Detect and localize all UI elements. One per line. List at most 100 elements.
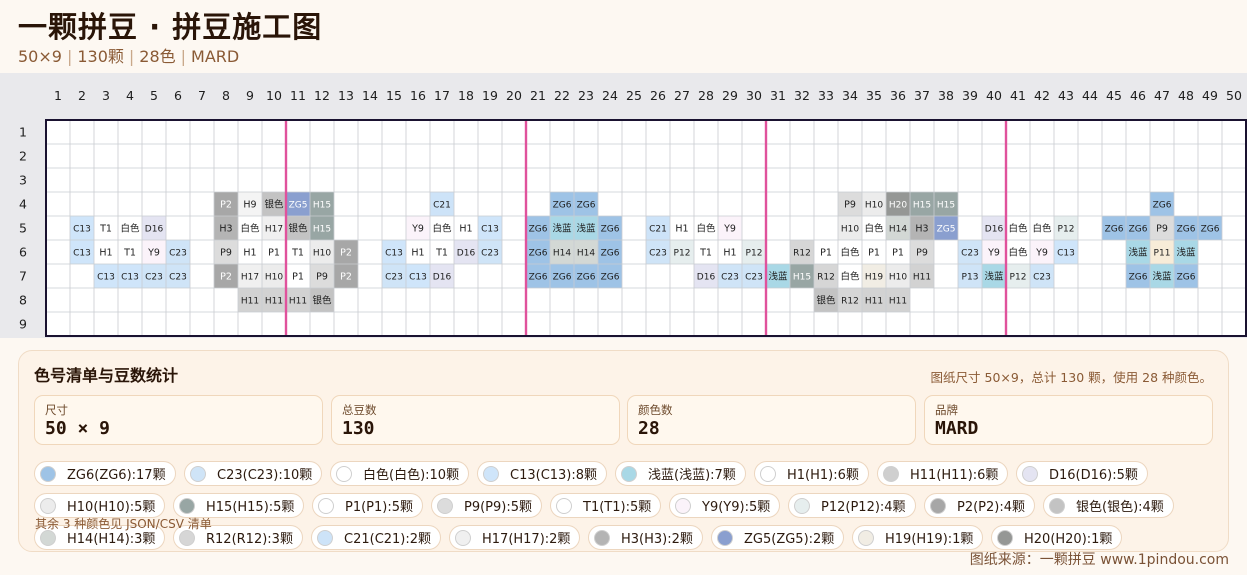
color-chip[interactable]: R12(R12):3颗 — [173, 525, 303, 550]
bead-cell[interactable]: H14 — [574, 240, 598, 264]
color-chip[interactable]: ZG6(ZG6):17颗 — [34, 461, 176, 486]
bead-cell[interactable]: H14 — [886, 216, 910, 240]
bead-cell[interactable]: H14 — [550, 240, 574, 264]
bead-cell[interactable]: H1 — [454, 216, 478, 240]
bead-cell[interactable]: 白色 — [118, 216, 142, 240]
bead-cell[interactable]: H15 — [910, 192, 934, 216]
pattern-source[interactable]: 图纸来源：一颗拼豆 www.1pindou.com — [969, 552, 1229, 568]
bead-cell[interactable]: ZG6 — [1174, 264, 1198, 288]
bead-cell[interactable]: 白色 — [862, 216, 886, 240]
bead-cell[interactable]: H1 — [406, 240, 430, 264]
bead-cell[interactable]: H9 — [238, 192, 262, 216]
bead-cell[interactable]: H1 — [670, 216, 694, 240]
bead-cell[interactable]: 白色 — [1006, 240, 1030, 264]
bead-cell[interactable]: P12 — [1054, 216, 1078, 240]
bead-cell[interactable]: 白色 — [430, 216, 454, 240]
bead-cell[interactable]: ZG6 — [550, 192, 574, 216]
bead-cell[interactable]: H10 — [886, 264, 910, 288]
color-chip[interactable]: P12(P12):4颗 — [788, 493, 916, 518]
bead-cell[interactable]: D16 — [142, 216, 166, 240]
bead-cell[interactable]: ZG6 — [1126, 264, 1150, 288]
bead-cell[interactable]: P1 — [886, 240, 910, 264]
bead-cell[interactable]: H17 — [238, 264, 262, 288]
color-chip[interactable]: Y9(Y9):5颗 — [669, 493, 781, 518]
bead-cell[interactable]: Y9 — [142, 240, 166, 264]
color-chip[interactable]: H1(H1):6颗 — [754, 461, 869, 486]
bead-cell[interactable]: ZG6 — [526, 216, 550, 240]
bead-cell[interactable]: C23 — [1030, 264, 1054, 288]
bead-cell[interactable]: P9 — [214, 240, 238, 264]
bead-cell[interactable]: P2 — [334, 264, 358, 288]
bead-cell[interactable]: H15 — [310, 192, 334, 216]
bead-cell[interactable]: ZG6 — [574, 264, 598, 288]
bead-cell[interactable]: C21 — [646, 216, 670, 240]
color-chip[interactable]: H20(H20):1颗 — [991, 525, 1123, 550]
color-chip[interactable]: H11(H11):6颗 — [877, 461, 1009, 486]
bead-cell[interactable]: H3 — [910, 216, 934, 240]
bead-cell[interactable]: ZG6 — [526, 240, 550, 264]
bead-cell[interactable]: 浅蓝 — [1150, 264, 1174, 288]
bead-cell[interactable]: 银色 — [310, 288, 334, 312]
bead-cell[interactable]: H10 — [838, 216, 862, 240]
bead-cell[interactable]: ZG6 — [598, 264, 622, 288]
bead-cell[interactable]: P2 — [214, 192, 238, 216]
bead-cell[interactable]: ZG6 — [574, 192, 598, 216]
bead-cell[interactable]: T1 — [118, 240, 142, 264]
bead-cell[interactable]: H10 — [262, 264, 286, 288]
bead-cell[interactable]: ZG5 — [934, 216, 958, 240]
bead-cell[interactable]: H15 — [790, 264, 814, 288]
bead-cell[interactable]: C13 — [406, 264, 430, 288]
bead-cell[interactable]: Y9 — [406, 216, 430, 240]
bead-cell[interactable]: P9 — [310, 264, 334, 288]
bead-cell[interactable]: 银色 — [262, 192, 286, 216]
bead-cell[interactable]: P1 — [862, 240, 886, 264]
bead-cell[interactable]: 白色 — [238, 216, 262, 240]
bead-cell[interactable]: C23 — [478, 240, 502, 264]
bead-cell[interactable]: P12 — [742, 240, 766, 264]
bead-cell[interactable]: H1 — [94, 240, 118, 264]
bead-cell[interactable]: C23 — [646, 240, 670, 264]
bead-cell[interactable]: T1 — [94, 216, 118, 240]
bead-cell[interactable]: C23 — [166, 240, 190, 264]
color-chip[interactable]: H10(H10):5颗 — [34, 493, 166, 518]
color-chip[interactable]: C23(C23):10颗 — [184, 461, 323, 486]
bead-cell[interactable]: T1 — [430, 240, 454, 264]
bead-cell[interactable]: 白色 — [838, 264, 862, 288]
color-chip[interactable]: H14(H14):3颗 — [34, 525, 166, 550]
bead-pattern-grid[interactable]: P2 H9 银色 ZG5 H15 C21 ZG6 ZG6 P9 H10 H20 H15 H15 ZG6C1… — [0, 73, 1247, 338]
bead-cell[interactable]: C23 — [166, 264, 190, 288]
bead-cell[interactable]: D16 — [694, 264, 718, 288]
bead-cell[interactable]: H10 — [310, 240, 334, 264]
color-chip[interactable]: 银色(银色):4颗 — [1043, 493, 1174, 518]
bead-cell[interactable]: 浅蓝 — [574, 216, 598, 240]
color-chip[interactable]: P2(P2):4颗 — [924, 493, 1036, 518]
bead-cell[interactable]: C23 — [382, 264, 406, 288]
bead-cell[interactable]: D16 — [982, 216, 1006, 240]
bead-cell[interactable]: C13 — [70, 240, 94, 264]
bead-cell[interactable]: ZG6 — [550, 264, 574, 288]
bead-cell[interactable]: H3 — [214, 216, 238, 240]
bead-cell[interactable]: H15 — [934, 192, 958, 216]
bead-cell[interactable]: ZG6 — [1126, 216, 1150, 240]
bead-cell[interactable]: H19 — [862, 264, 886, 288]
bead-cell[interactable]: ZG6 — [526, 264, 550, 288]
bead-cell[interactable]: H1 — [718, 240, 742, 264]
color-chip[interactable]: T1(T1):5颗 — [550, 493, 662, 518]
color-chip[interactable]: ZG5(ZG5):2颗 — [711, 525, 845, 550]
bead-cell[interactable]: ZG6 — [1102, 216, 1126, 240]
bead-cell[interactable]: H11 — [262, 288, 286, 312]
bead-cell[interactable]: ZG6 — [1174, 216, 1198, 240]
bead-cell[interactable]: P2 — [214, 264, 238, 288]
bead-cell[interactable]: H11 — [886, 288, 910, 312]
bead-cell[interactable]: C13 — [382, 240, 406, 264]
bead-cell[interactable]: P1 — [286, 264, 310, 288]
bead-cell[interactable]: C13 — [70, 216, 94, 240]
bead-cell[interactable]: D16 — [454, 240, 478, 264]
bead-cell[interactable]: C13 — [118, 264, 142, 288]
bead-cell[interactable]: C13 — [1054, 240, 1078, 264]
bead-cell[interactable]: 白色 — [1006, 216, 1030, 240]
bead-cell[interactable]: C23 — [742, 264, 766, 288]
bead-cell[interactable]: H10 — [862, 192, 886, 216]
color-chip[interactable]: P9(P9):5颗 — [431, 493, 543, 518]
bead-cell[interactable]: ZG6 — [1198, 216, 1222, 240]
